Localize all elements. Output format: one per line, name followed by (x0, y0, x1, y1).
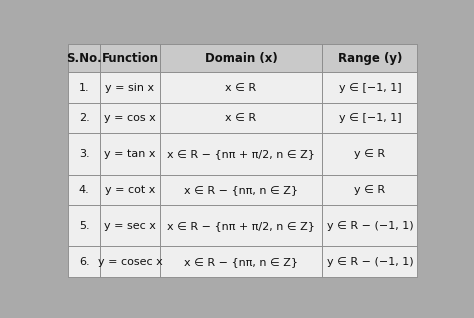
Bar (68, 205, 100, 246)
Bar (100, 175, 160, 205)
Bar (322, 133, 418, 175)
Bar (100, 103, 160, 133)
Bar (100, 246, 160, 277)
Text: Domain (x): Domain (x) (205, 52, 277, 65)
Text: y = cosec x: y = cosec x (98, 257, 163, 267)
Bar (68, 246, 100, 277)
Bar (100, 44, 160, 73)
Text: S.No.: S.No. (66, 52, 102, 65)
Text: Range (y): Range (y) (337, 52, 402, 65)
Bar (68, 44, 100, 73)
Text: x ∈ R: x ∈ R (226, 83, 256, 93)
Bar (322, 103, 418, 133)
Text: x ∈ R − {nπ, n ∈ Z}: x ∈ R − {nπ, n ∈ Z} (184, 185, 298, 195)
Bar (68, 103, 100, 133)
Text: y ∈ [−1, 1]: y ∈ [−1, 1] (338, 83, 401, 93)
Text: x ∈ R − {nπ + π/2, n ∈ Z}: x ∈ R − {nπ + π/2, n ∈ Z} (167, 221, 315, 231)
Text: 2.: 2. (79, 113, 90, 123)
Bar (100, 133, 160, 175)
Text: 4.: 4. (79, 185, 90, 195)
Text: y ∈ R − (−1, 1): y ∈ R − (−1, 1) (327, 221, 413, 231)
Bar (160, 205, 322, 246)
Bar (160, 133, 322, 175)
Bar (100, 73, 160, 103)
Text: y = cos x: y = cos x (104, 113, 156, 123)
Text: y ∈ [−1, 1]: y ∈ [−1, 1] (338, 113, 401, 123)
Text: 6.: 6. (79, 257, 90, 267)
Text: 1.: 1. (79, 83, 90, 93)
Text: y ∈ R: y ∈ R (354, 185, 385, 195)
Bar (160, 246, 322, 277)
Text: x ∈ R: x ∈ R (226, 113, 256, 123)
Text: Function: Function (101, 52, 158, 65)
Bar (100, 205, 160, 246)
Text: x ∈ R − {nπ, n ∈ Z}: x ∈ R − {nπ, n ∈ Z} (184, 257, 298, 267)
Text: y = sec x: y = sec x (104, 221, 156, 231)
Text: 5.: 5. (79, 221, 90, 231)
Bar (68, 175, 100, 205)
Bar (68, 133, 100, 175)
Text: y ∈ R − (−1, 1): y ∈ R − (−1, 1) (327, 257, 413, 267)
Bar (322, 175, 418, 205)
Text: y = sin x: y = sin x (105, 83, 155, 93)
Bar (160, 175, 322, 205)
Bar (68, 73, 100, 103)
Text: x ∈ R − {nπ + π/2, n ∈ Z}: x ∈ R − {nπ + π/2, n ∈ Z} (167, 149, 315, 159)
Bar (322, 73, 418, 103)
Text: 3.: 3. (79, 149, 90, 159)
Text: y = cot x: y = cot x (105, 185, 155, 195)
Bar (322, 246, 418, 277)
Bar (160, 103, 322, 133)
Bar (322, 205, 418, 246)
Bar (160, 44, 322, 73)
Bar (322, 44, 418, 73)
Text: y = tan x: y = tan x (104, 149, 156, 159)
Bar (160, 73, 322, 103)
Text: y ∈ R: y ∈ R (354, 149, 385, 159)
